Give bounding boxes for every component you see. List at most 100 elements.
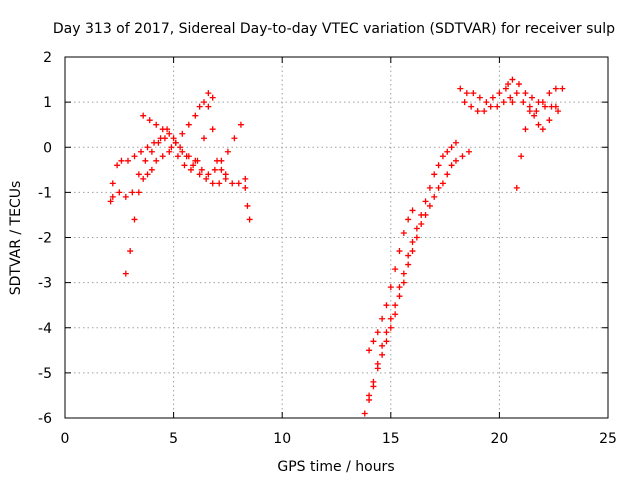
data-point — [552, 103, 559, 110]
data-point — [124, 157, 131, 164]
data-point — [539, 126, 546, 133]
data-point — [409, 239, 416, 246]
data-point — [370, 338, 377, 345]
y-tick-label: -1 — [38, 185, 52, 201]
chart-title: Day 313 of 2017, Sidereal Day-to-day VTE… — [53, 21, 615, 37]
data-point — [168, 144, 175, 151]
data-point — [224, 148, 231, 155]
data-point — [463, 90, 470, 97]
data-point — [396, 284, 403, 291]
data-point — [192, 112, 199, 119]
data-point — [129, 189, 136, 196]
data-point — [131, 153, 138, 160]
data-point — [244, 202, 251, 209]
data-point — [487, 103, 494, 110]
series-arc-late-5 — [461, 85, 566, 115]
data-point — [140, 112, 147, 119]
data-point — [153, 157, 160, 164]
data-point — [400, 270, 407, 277]
data-point — [131, 216, 138, 223]
data-point — [177, 144, 184, 151]
data-point — [201, 99, 208, 106]
data-point — [144, 171, 151, 178]
data-point — [190, 162, 197, 169]
data-point — [118, 157, 125, 164]
data-point — [448, 162, 455, 169]
data-point — [444, 171, 451, 178]
data-point — [366, 347, 373, 354]
y-tick-label: 2 — [43, 50, 52, 66]
data-point — [379, 315, 386, 322]
data-point — [468, 103, 475, 110]
x-tick-label: 0 — [61, 431, 70, 447]
data-point — [528, 94, 535, 101]
data-point — [185, 153, 192, 160]
data-point — [405, 216, 412, 223]
data-point — [181, 162, 188, 169]
data-point — [431, 193, 438, 200]
data-point — [470, 90, 477, 97]
data-point — [209, 126, 216, 133]
data-point — [431, 171, 438, 178]
data-point — [542, 103, 549, 110]
data-point — [435, 162, 442, 169]
data-point — [231, 135, 238, 142]
data-point — [546, 90, 553, 97]
x-tick-label: 5 — [169, 431, 178, 447]
data-point — [374, 329, 381, 336]
data-point — [494, 103, 501, 110]
data-point — [187, 166, 194, 173]
data-point — [138, 148, 145, 155]
data-point — [159, 126, 166, 133]
x-axis-label: GPS time / hours — [277, 459, 394, 475]
data-point — [522, 90, 529, 97]
data-point — [122, 270, 129, 277]
tick-labels: 0 5 10 15 20 25 -6 -5 -4 -3 -2 -1 0 1 2 — [38, 50, 617, 447]
data-point — [148, 166, 155, 173]
data-point — [142, 157, 149, 164]
data-point — [387, 284, 394, 291]
series-arc-late-4 — [457, 76, 562, 115]
data-point — [135, 171, 142, 178]
y-tick-label: -4 — [38, 321, 52, 337]
data-point — [518, 153, 525, 160]
data-point — [159, 153, 166, 160]
data-point — [502, 85, 509, 92]
data-point — [196, 171, 203, 178]
data-point — [242, 175, 249, 182]
data-point — [505, 81, 512, 88]
data-point — [409, 207, 416, 214]
data-point — [203, 175, 210, 182]
data-point — [196, 103, 203, 110]
data-point — [474, 108, 481, 115]
data-point — [396, 293, 403, 300]
data-point — [500, 99, 507, 106]
data-point — [552, 85, 559, 92]
data-point — [457, 85, 464, 92]
data-point — [400, 229, 407, 236]
data-point — [205, 90, 212, 97]
data-point — [107, 198, 114, 205]
data-point — [413, 234, 420, 241]
data-point — [370, 383, 377, 390]
data-point — [144, 144, 151, 151]
data-point — [383, 329, 390, 336]
data-point — [379, 351, 386, 358]
data-point — [153, 121, 160, 128]
data-point — [174, 153, 181, 160]
y-tick-label: -2 — [38, 231, 52, 247]
data-point — [515, 81, 522, 88]
y-tick-label: -5 — [38, 366, 52, 382]
series-arc-late-2 — [366, 148, 472, 399]
data-point — [422, 198, 429, 205]
data-point — [426, 202, 433, 209]
data-point — [218, 157, 225, 164]
data-point — [509, 99, 516, 106]
x-tick-label: 20 — [490, 431, 508, 447]
data-point — [148, 148, 155, 155]
x-tick-label: 10 — [273, 431, 291, 447]
data-point — [444, 148, 451, 155]
data-point — [122, 193, 129, 200]
